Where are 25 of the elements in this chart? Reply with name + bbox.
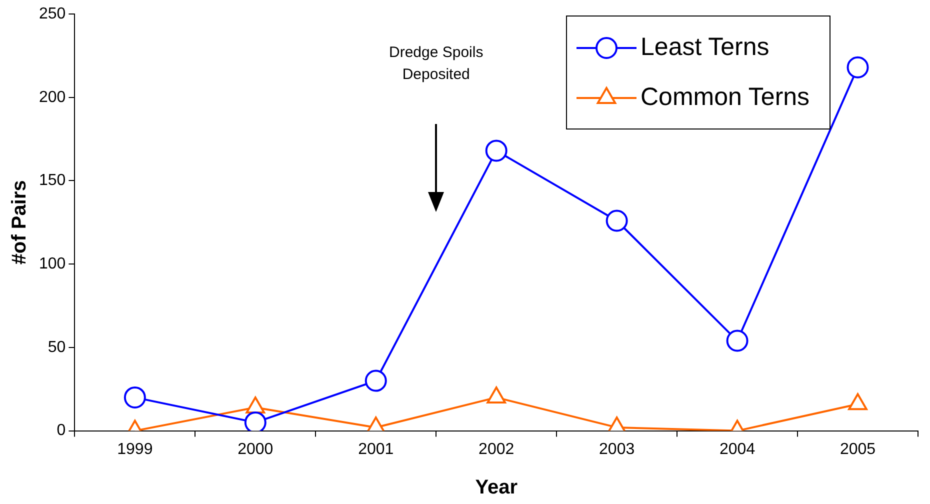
y-tick-label: 50 <box>48 338 66 356</box>
x-tick-label: 2002 <box>478 440 514 458</box>
point <box>606 210 628 232</box>
point <box>485 140 508 162</box>
legend-label: Least Terns <box>640 32 770 61</box>
x-tick-label: 2003 <box>599 440 635 458</box>
y-tick-label: 250 <box>38 5 66 22</box>
point <box>246 396 266 414</box>
y-tick-label: 0 <box>56 422 66 440</box>
annotation: Dredge Spoils Deposited <box>388 43 484 85</box>
x-tick-label: 2005 <box>840 440 876 458</box>
point <box>848 393 868 410</box>
y-tick-label: 200 <box>38 88 66 106</box>
point <box>486 386 506 404</box>
x-tick-label: 2000 <box>238 440 274 458</box>
x-axis-title: Year <box>475 476 518 499</box>
y-tick-label: 150 <box>38 172 66 190</box>
legend-label: Common Terns <box>640 82 810 111</box>
y-tick-label: 100 <box>38 255 66 272</box>
x-tick-label: 2004 <box>719 440 756 458</box>
x-tick-label: 2001 <box>358 440 394 458</box>
point <box>244 411 266 431</box>
x-tick-label: 1999 <box>117 440 153 458</box>
y-axis-title: #of Pairs <box>8 180 31 265</box>
point <box>846 56 869 78</box>
